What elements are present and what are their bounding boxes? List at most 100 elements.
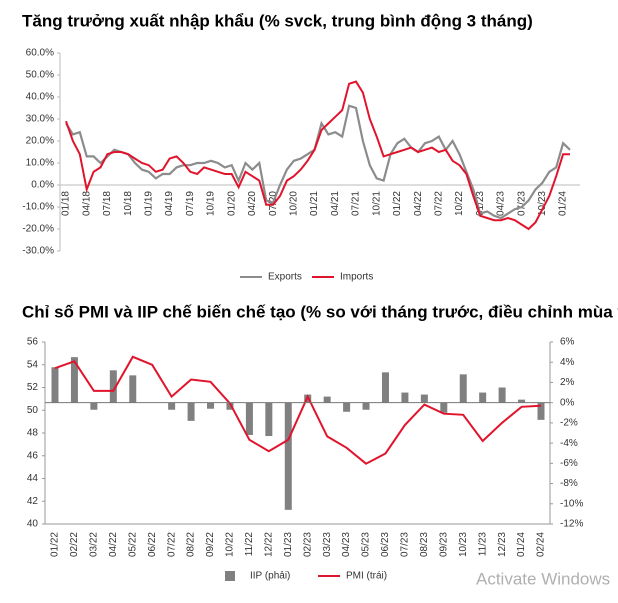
x-tick-label: 07/18 (102, 191, 113, 216)
x-tick-label: 10/19 (206, 191, 217, 216)
x-tick-label: 07/22 (166, 532, 177, 557)
x-tick-label: 06/23 (380, 532, 391, 557)
y-tick-label: 10.0% (26, 158, 54, 169)
line (54, 355, 542, 465)
x-tick-label: 04/19 (164, 191, 175, 216)
x-tick-label: 12/23 (497, 532, 508, 557)
y-tick-label: 30.0% (26, 114, 54, 125)
bar (343, 402, 351, 412)
bar (459, 374, 467, 403)
bar (362, 402, 370, 410)
x-tick-label: 07/23 (516, 191, 527, 216)
y2-tick-label: 0% (560, 397, 575, 408)
watermark: Activate Windows (476, 569, 610, 588)
x-tick-label: 03/22 (89, 532, 100, 557)
x-tick-label: 10/20 (288, 191, 299, 216)
x-tick-label: 04/21 (330, 191, 341, 216)
line (65, 80, 570, 231)
y-tick-label: 40 (27, 519, 39, 530)
y2-tick-label: 6% (560, 337, 575, 348)
bar (226, 402, 234, 410)
x-tick-label: 02/23 (302, 532, 313, 557)
y2-tick-label: -2% (560, 418, 578, 429)
x-tick-label: 04/22 (108, 532, 119, 557)
bar (401, 392, 409, 403)
x-tick-label: 04/22 (413, 191, 424, 216)
y-tick-label: 42 (27, 496, 39, 507)
bar (420, 394, 428, 403)
y-tick-label: 48 (27, 428, 39, 439)
x-tick-label: 01/19 (143, 191, 154, 216)
x-tick-label: 01/23 (475, 191, 486, 216)
x-tick-label: 03/23 (322, 532, 333, 557)
bar (109, 370, 117, 403)
legend-label: PMI (trái) (346, 571, 387, 582)
legend-label: Imports (340, 272, 373, 283)
bar (440, 402, 448, 413)
bar (51, 367, 59, 403)
x-tick-label: 04/18 (81, 191, 92, 216)
bar (168, 402, 176, 410)
bar (265, 402, 273, 437)
legend-label: Exports (268, 272, 302, 283)
x-tick-label: 10/23 (537, 191, 548, 216)
chart-title: Chỉ số PMI và IIP chế biến chế tạo (% so… (22, 302, 618, 321)
y-tick-label: 20.0% (26, 136, 54, 147)
y-tick-label: 54 (27, 359, 39, 370)
y-tick-label: -20.0% (22, 224, 54, 235)
legend-swatch (225, 571, 235, 581)
y-tick-label: 60.0% (26, 48, 54, 59)
bar (537, 402, 545, 420)
bar (518, 399, 526, 403)
bar (381, 372, 389, 403)
y-tick-label: 50 (27, 405, 39, 416)
chart-title: Tăng trưởng xuất nhập khẩu (% svck, trun… (22, 11, 533, 30)
y-tick-label: 40.0% (26, 92, 54, 103)
x-tick-label: 09/22 (205, 532, 216, 557)
y2-tick-label: 2% (560, 377, 575, 388)
x-tick-label: 07/19 (185, 191, 196, 216)
y-tick-label: 56 (27, 337, 39, 348)
y-tick-label: 52 (27, 382, 39, 393)
y2-tick-label: -4% (560, 438, 578, 449)
x-tick-label: 05/22 (127, 532, 138, 557)
x-tick-label: 02/22 (69, 532, 80, 557)
x-tick-label: 01/20 (226, 191, 237, 216)
x-tick-label: 07/22 (433, 191, 444, 216)
y-tick-label: 44 (27, 473, 39, 484)
x-tick-label: 01/18 (61, 191, 72, 216)
y2-tick-label: -10% (560, 498, 583, 509)
x-tick-label: 10/18 (123, 191, 134, 216)
x-tick-label: 09/23 (438, 532, 449, 557)
x-tick-label: 01/24 (516, 532, 527, 557)
bar (323, 396, 331, 403)
x-tick-label: 01/23 (283, 532, 294, 557)
x-tick-label: 07/21 (351, 191, 362, 216)
x-tick-label: 08/22 (186, 532, 197, 557)
x-tick-label: 11/22 (244, 532, 255, 557)
x-tick-label: 10/21 (371, 191, 382, 216)
y2-tick-label: 4% (560, 357, 575, 368)
bar (129, 375, 137, 403)
x-tick-label: 04/23 (341, 532, 352, 557)
bar (90, 402, 98, 410)
bar (498, 387, 506, 403)
bar (187, 402, 195, 421)
y2-tick-label: -12% (560, 519, 583, 530)
x-tick-label: 10/22 (225, 532, 236, 557)
x-tick-label: 07/23 (400, 532, 411, 557)
x-tick-label: 05/23 (361, 532, 372, 557)
bar (70, 357, 78, 403)
x-tick-label: 11/23 (477, 532, 488, 557)
y-tick-label: -10.0% (22, 202, 54, 213)
line (65, 104, 571, 220)
y-tick-label: 50.0% (26, 70, 54, 81)
x-tick-label: 08/23 (419, 532, 430, 557)
x-tick-label: 01/21 (309, 191, 320, 216)
y-tick-label: 46 (27, 450, 39, 461)
bar (207, 402, 215, 409)
x-tick-label: 04/20 (247, 191, 258, 216)
bar (245, 402, 253, 436)
y-tick-label: 0.0% (31, 180, 54, 191)
